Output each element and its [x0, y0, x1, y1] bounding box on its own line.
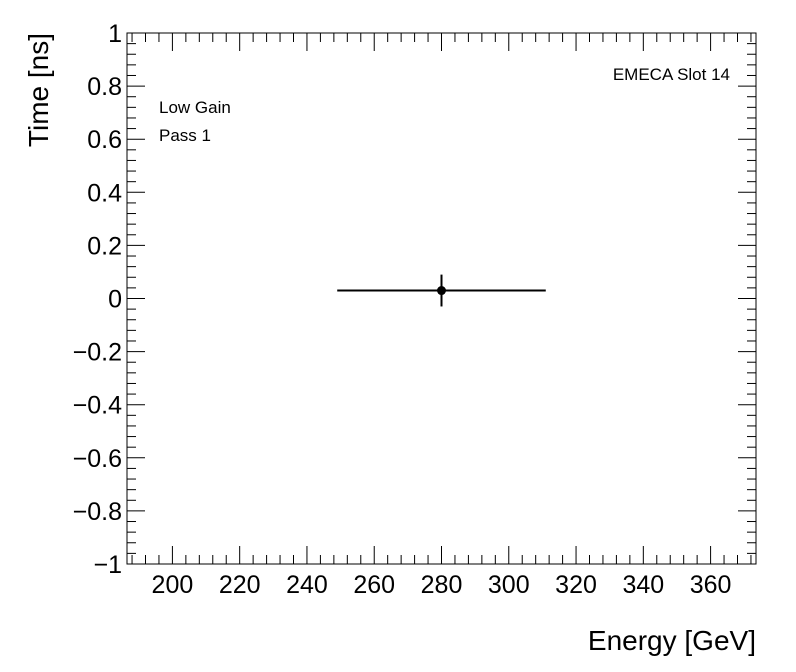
data-points [337, 274, 546, 307]
y-tick-label: 1 [108, 20, 122, 48]
x-tick-label: 280 [421, 571, 463, 599]
x-axis-ticks [131, 33, 752, 564]
y-tick-label: −0.4 [73, 392, 122, 420]
y-tick-label: −0.6 [73, 445, 122, 473]
annotation-slot: EMECA Slot 14 [613, 65, 730, 84]
x-tick-label: 300 [488, 571, 530, 599]
y-tick-label: 0.8 [87, 73, 122, 101]
y-axis-title: Time [ns] [23, 33, 54, 147]
y-tick-label: 0 [108, 286, 122, 314]
y-axis-ticks [127, 32, 756, 565]
x-tick-label: 220 [219, 571, 261, 599]
x-tick-label: 340 [622, 571, 664, 599]
x-tick-label: 260 [353, 571, 395, 599]
annotation-gain: Low Gain [159, 98, 231, 117]
y-tick-label: 0.2 [87, 232, 122, 260]
x-tick-label: 200 [152, 571, 194, 599]
y-tick-label: −0.8 [73, 498, 122, 526]
annotation-pass: Pass 1 [159, 126, 211, 145]
x-tick-label: 240 [286, 571, 328, 599]
x-axis-title: Energy [GeV] [588, 625, 756, 656]
data-point [437, 286, 446, 296]
x-tick-label: 360 [690, 571, 732, 599]
y-tick-label: 0.4 [87, 179, 122, 207]
y-tick-label: −0.2 [73, 339, 122, 367]
y-axis-tick-labels: −1 −0.8 −0.6 −0.4 −0.2 0 0.2 0.4 0.6 0.8 1 [73, 20, 122, 579]
x-tick-label: 320 [555, 571, 597, 599]
x-axis-tick-labels: 200 220 240 260 280 300 320 340 360 [152, 571, 732, 599]
y-tick-label: −1 [93, 551, 122, 579]
y-tick-label: 0.6 [87, 126, 122, 154]
